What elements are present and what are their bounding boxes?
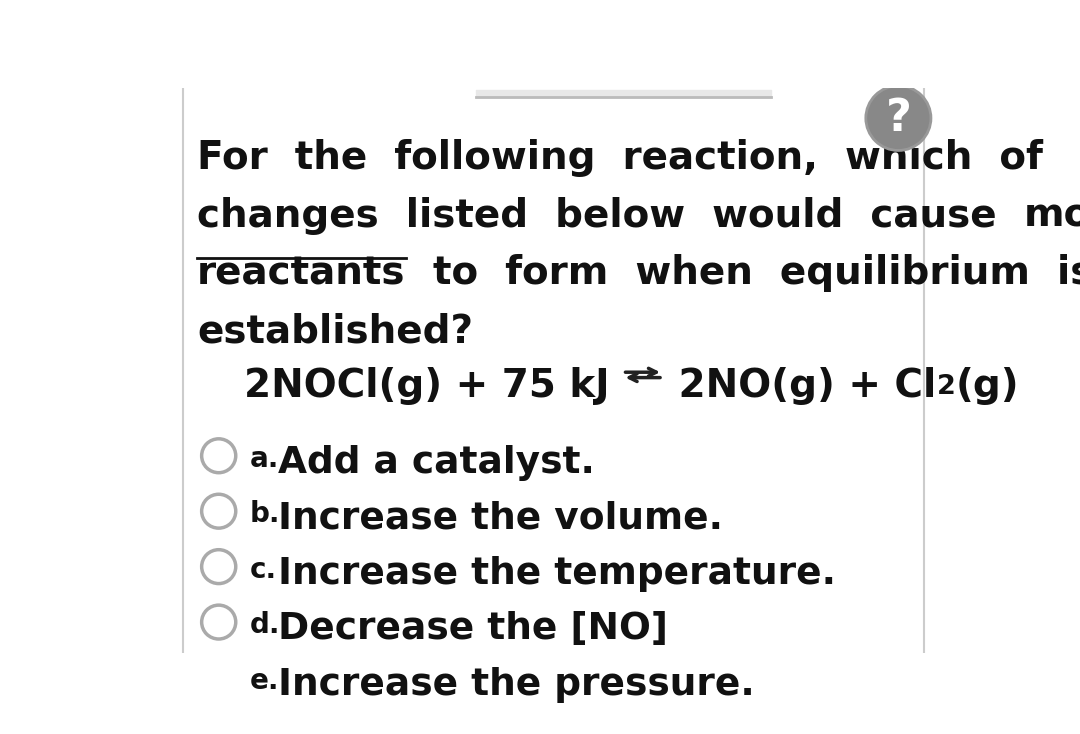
Circle shape [866,86,931,150]
Circle shape [202,605,235,639]
Text: Increase the temperature.: Increase the temperature. [279,556,836,592]
Text: 2NO(g) + Cl: 2NO(g) + Cl [665,367,936,405]
Text: Add a catalyst.: Add a catalyst. [279,445,595,481]
Text: to  form  when  equilibrium  is  re-: to form when equilibrium is re- [405,255,1080,292]
Text: d.: d. [249,611,280,639]
Circle shape [202,550,235,584]
Circle shape [202,439,235,473]
Text: Increase the pressure.: Increase the pressure. [279,666,755,702]
Text: 2NOCl(g) + 75 kJ: 2NOCl(g) + 75 kJ [243,367,623,405]
Text: ?: ? [886,97,912,139]
Text: more: more [1024,197,1080,235]
Text: reactants: reactants [197,255,405,292]
Text: (g): (g) [956,367,1020,405]
Text: changes  listed  below  would  cause: changes listed below would cause [197,197,1024,235]
Text: b.: b. [249,501,280,528]
Text: Decrease the [NO]: Decrease the [NO] [279,611,669,647]
Text: c.: c. [249,556,276,584]
Text: For  the  following  reaction,  which  of: For the following reaction, which of [197,139,1043,177]
Text: e.: e. [249,666,280,695]
Circle shape [202,661,235,694]
Circle shape [202,494,235,528]
Text: a.: a. [249,445,279,473]
Text: established?: established? [197,312,473,350]
Text: 2: 2 [936,374,956,400]
Text: Increase the volume.: Increase the volume. [279,501,724,537]
